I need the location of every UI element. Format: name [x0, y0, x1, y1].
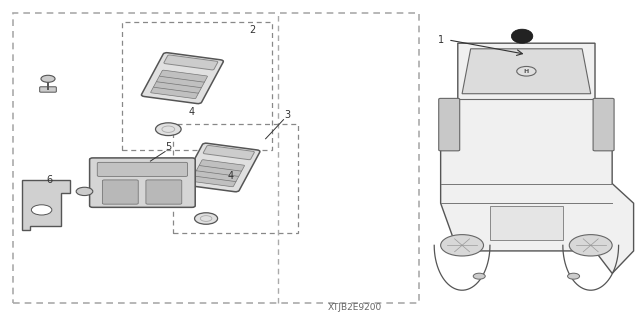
FancyBboxPatch shape	[146, 180, 182, 204]
Polygon shape	[440, 43, 634, 273]
FancyBboxPatch shape	[97, 162, 188, 176]
Circle shape	[440, 235, 484, 256]
FancyBboxPatch shape	[102, 180, 138, 204]
Circle shape	[156, 123, 181, 136]
FancyBboxPatch shape	[182, 143, 260, 192]
Bar	[490, 206, 563, 240]
Bar	[13, 13, 419, 303]
FancyBboxPatch shape	[157, 76, 205, 88]
Text: 3: 3	[285, 110, 291, 120]
FancyBboxPatch shape	[191, 175, 236, 187]
FancyBboxPatch shape	[141, 53, 223, 104]
Circle shape	[31, 205, 52, 215]
FancyBboxPatch shape	[40, 87, 56, 92]
Text: 6: 6	[46, 175, 52, 185]
Text: 5: 5	[165, 142, 172, 152]
Polygon shape	[22, 180, 70, 230]
Bar	[122, 22, 272, 150]
Circle shape	[473, 273, 485, 279]
Text: 2: 2	[250, 26, 256, 35]
Circle shape	[568, 273, 580, 279]
Text: H: H	[524, 69, 529, 74]
Text: XTJB2E9200: XTJB2E9200	[328, 303, 382, 312]
FancyBboxPatch shape	[164, 55, 218, 70]
Text: 1: 1	[438, 35, 445, 45]
Circle shape	[76, 187, 93, 196]
FancyBboxPatch shape	[196, 165, 242, 176]
FancyBboxPatch shape	[150, 87, 198, 99]
FancyBboxPatch shape	[90, 158, 195, 207]
Circle shape	[195, 213, 218, 224]
FancyBboxPatch shape	[154, 81, 202, 93]
Text: 4: 4	[188, 107, 195, 117]
FancyBboxPatch shape	[439, 98, 460, 151]
Text: 4: 4	[228, 171, 234, 181]
FancyBboxPatch shape	[593, 98, 614, 151]
Ellipse shape	[511, 29, 533, 43]
Circle shape	[516, 66, 536, 76]
Polygon shape	[462, 49, 591, 94]
Circle shape	[570, 235, 612, 256]
Bar	[173, 124, 298, 233]
FancyBboxPatch shape	[204, 145, 254, 160]
FancyBboxPatch shape	[199, 160, 244, 171]
Circle shape	[41, 75, 55, 82]
FancyBboxPatch shape	[194, 170, 239, 182]
FancyBboxPatch shape	[159, 70, 207, 82]
